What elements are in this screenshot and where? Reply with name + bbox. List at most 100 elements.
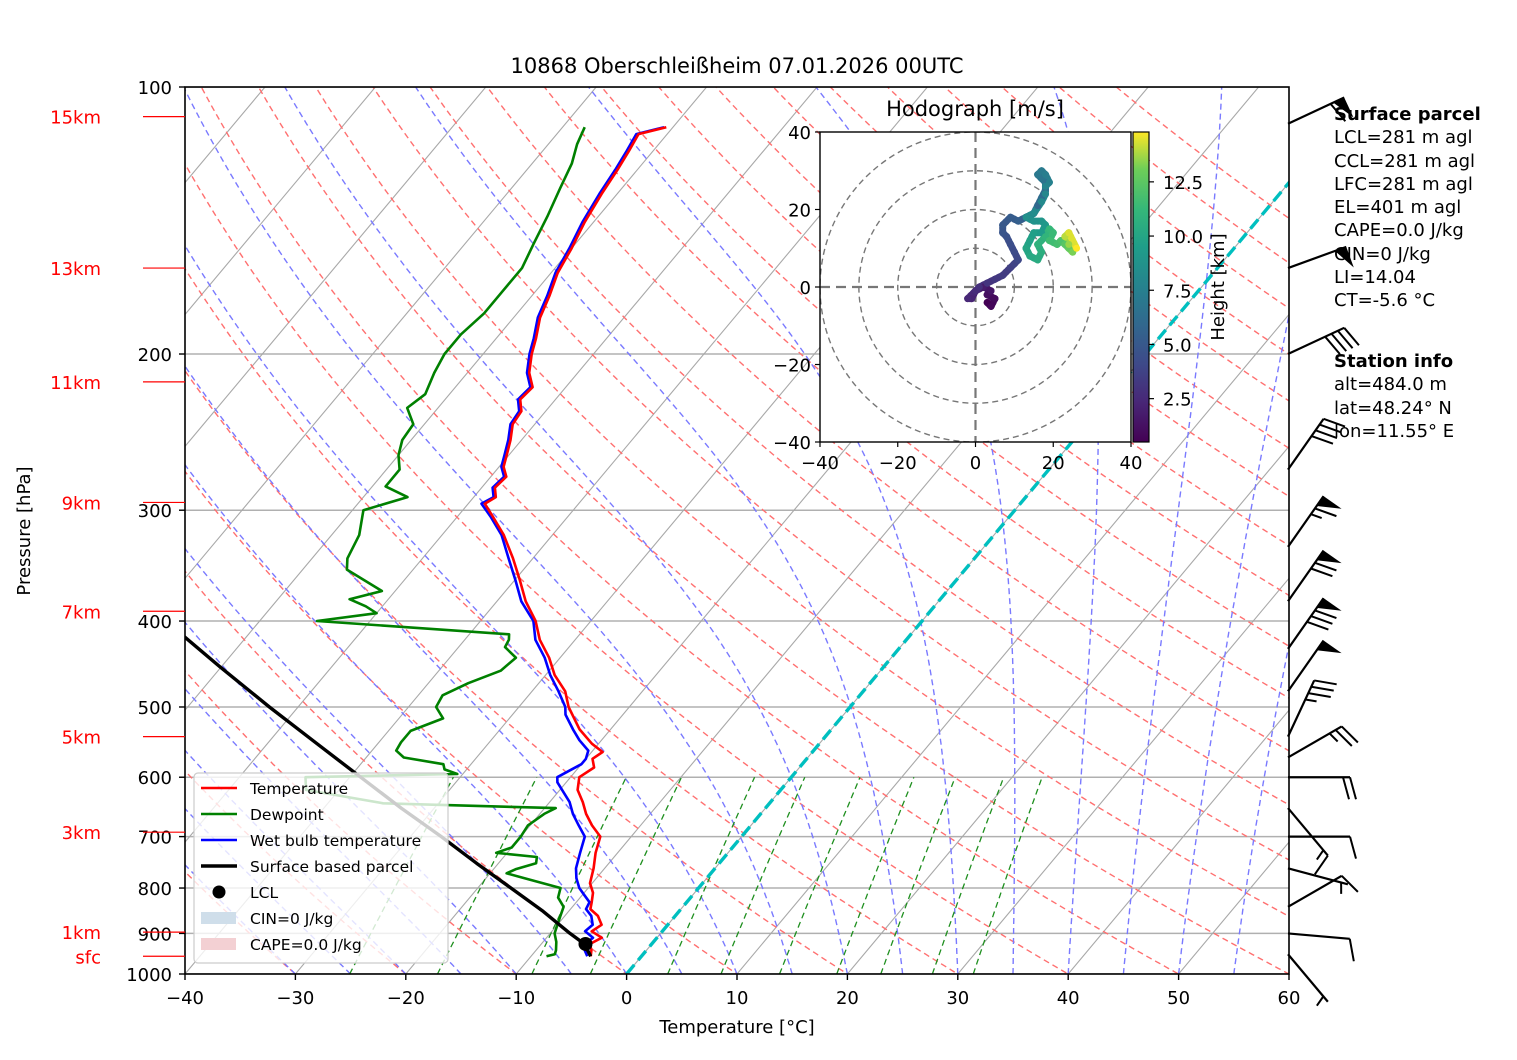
hodograph-point	[1073, 244, 1081, 252]
y-tick-label: 200	[138, 345, 172, 366]
legend-swatch	[212, 885, 226, 899]
barb-full	[1334, 729, 1353, 747]
legend-label: Dewpoint	[250, 806, 324, 824]
dry-adiabat	[429, 87, 1289, 806]
barb-shaft	[1287, 639, 1325, 692]
x-tick-label: 20	[836, 988, 859, 1009]
moist-adiabat	[284, 87, 849, 974]
barb-shaft	[1287, 418, 1325, 471]
legend-label: CIN=0 J/kg	[250, 910, 333, 928]
moist-adiabat	[1122, 87, 1223, 974]
mixing-ratio-line	[667, 776, 756, 974]
barb-half	[1328, 732, 1339, 743]
legend-swatch	[201, 938, 236, 950]
y-tick-label: 800	[138, 879, 172, 900]
hodograph-point	[1030, 209, 1038, 217]
isotherm-line	[185, 87, 487, 448]
hodograph: Hodograph [m/s] −40 −20 0 20 40 −40 −20 0 20 40 2…	[773, 97, 1229, 474]
y-tick-label: 700	[138, 828, 172, 849]
barb-shaft	[1287, 495, 1325, 548]
colorbar-tick-label: 10.0	[1163, 227, 1203, 248]
hodograph-point	[1041, 182, 1049, 190]
mixing-ratio-line	[531, 776, 627, 974]
mixing-ratio-line	[972, 776, 1043, 974]
y-tick-label: 400	[138, 612, 172, 633]
pressure-axis: 100 200 300 400 500 600 700 800 900 1000	[126, 78, 185, 986]
barb-full	[1349, 836, 1357, 859]
barb-full	[1323, 417, 1346, 428]
hodograph-point	[1038, 198, 1046, 206]
hodograph-point	[1022, 244, 1030, 252]
barb-flag	[1334, 246, 1354, 268]
info-line-alt: alt=484.0 m	[1334, 374, 1447, 396]
y-tick-label: 600	[138, 768, 172, 789]
wind-barb	[1288, 776, 1357, 800]
mixing-ratio-line	[720, 776, 806, 974]
barb-full	[1319, 423, 1342, 434]
hodograph-x-tick-label: −40	[801, 453, 839, 474]
wind-barb	[1287, 639, 1342, 692]
wind-barb	[1287, 953, 1329, 1007]
info-line-lcl: LCL=281 m agl	[1334, 127, 1473, 149]
surface-parcel-panel: Surface parcel LCL=281 m agl CCL=281 m a…	[1334, 103, 1481, 313]
barb-full	[1314, 679, 1337, 686]
barb-half	[1305, 698, 1317, 703]
hodograph-point	[975, 283, 983, 291]
hodograph-point	[1065, 240, 1073, 248]
barb-full	[1311, 435, 1334, 445]
x-tick-label: 50	[1167, 988, 1190, 1009]
hodograph-point	[991, 295, 999, 303]
barb-full	[1314, 854, 1329, 875]
isotherm-line	[185, 87, 708, 712]
y-tick-label: 100	[138, 78, 172, 99]
info-line-cin: CIN=0 J/kg	[1334, 243, 1431, 265]
isotherm-line	[185, 87, 377, 316]
hodograph-point	[1010, 248, 1018, 256]
height-label: 9km	[62, 493, 101, 514]
info-line-lat: lat=48.24° N	[1334, 397, 1452, 419]
barb-full	[1343, 327, 1360, 346]
wind-barb	[1287, 807, 1329, 875]
temperature-axis: −40 −30 −20 −10 0 10 20 30 40 50 60	[166, 974, 1300, 1009]
barb-full	[1329, 103, 1347, 122]
colorbar-tick-label: 5.0	[1163, 335, 1192, 356]
dry-adiabat	[200, 87, 1181, 974]
barb-half	[1316, 849, 1325, 861]
mixing-ratio-line	[589, 776, 683, 974]
moist-adiabat	[1177, 311, 1289, 974]
hodograph-point	[1034, 240, 1042, 248]
hodograph-point	[1026, 237, 1034, 244]
wind-barb	[1287, 725, 1359, 759]
barb-full	[1337, 330, 1354, 349]
barb-full	[1342, 776, 1350, 800]
hodograph-point	[987, 287, 995, 295]
barb-full	[1306, 620, 1329, 631]
info-line-lon: lon=11.55° E	[1334, 420, 1455, 442]
dry-adiabat	[372, 87, 1289, 861]
hodograph-x-tick-label: −20	[879, 453, 917, 474]
wind-barb	[1287, 326, 1360, 356]
hodograph-point	[1006, 213, 1014, 221]
barb-full	[1314, 561, 1337, 572]
x-tick-label: −10	[497, 988, 535, 1009]
chart-title: 10868 Oberschleißheim 07.01.2026 00UTC	[511, 54, 964, 78]
station-info-panel: Station info alt=484.0 m lat=48.24° N lo…	[1334, 350, 1454, 443]
y-tick-label: 1000	[126, 965, 172, 986]
info-line-ccl: CCL=281 m agl	[1334, 150, 1476, 172]
wind-barb	[1287, 597, 1342, 650]
hodograph-point	[1030, 217, 1038, 225]
legend-swatch	[201, 912, 236, 924]
hodograph-point	[999, 271, 1007, 279]
dry-adiabat	[185, 267, 960, 974]
barb-shaft	[1287, 326, 1345, 356]
station-info-heading: Station info	[1334, 351, 1454, 372]
height-label: 11km	[50, 373, 101, 394]
isotherm-line	[185, 87, 818, 843]
height-label: 1km	[62, 923, 101, 944]
mixing-ratio-line	[880, 776, 956, 974]
barb-full	[1340, 875, 1359, 893]
height-label: 5km	[62, 728, 101, 749]
hodograph-point	[1034, 256, 1042, 264]
hodograph-y-tick-label: 40	[788, 123, 811, 144]
barb-shaft	[1287, 679, 1316, 738]
